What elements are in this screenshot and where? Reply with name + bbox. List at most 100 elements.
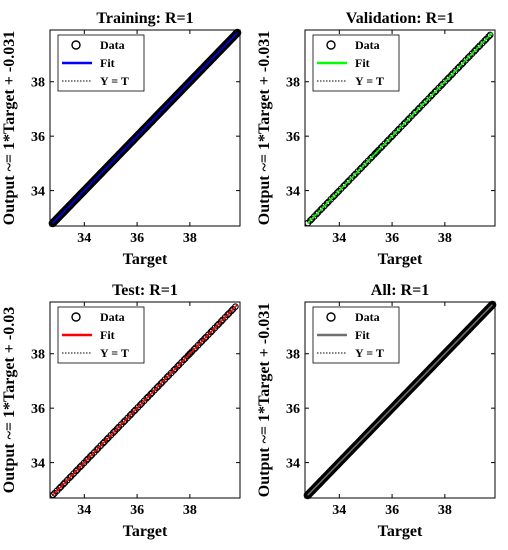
x-axis-label: Target: [123, 251, 168, 268]
legend-data-label: Data: [355, 38, 380, 52]
data-point: [458, 61, 466, 68]
data-point: [217, 318, 225, 325]
legend-yeqt-label: Y = T: [355, 346, 384, 360]
data-point: [49, 491, 57, 499]
y-axis-label: Output ~= 1*Target + -0.031: [256, 31, 273, 225]
x-axis-label: Target: [378, 523, 423, 540]
y-tick-label: 34: [286, 457, 300, 472]
legend: Data Fit Y = T: [312, 34, 400, 92]
data-point: [72, 467, 80, 475]
data-point: [486, 31, 494, 39]
data-point: [367, 155, 374, 162]
data-point: [475, 43, 482, 51]
data-point: [163, 373, 171, 381]
legend-fit-label: Fit: [100, 328, 115, 342]
legend-data-marker: [71, 40, 81, 50]
data-point: [186, 349, 194, 357]
data-point: [232, 303, 239, 311]
data-point: [99, 439, 107, 447]
x-tick-label: 38: [438, 503, 452, 518]
plot-frame: [49, 29, 241, 227]
data-point: [174, 363, 181, 370]
x-tick-label: 34: [332, 503, 346, 518]
x-tick-label: 36: [130, 231, 144, 246]
panel-title: Validation: R=1: [346, 10, 455, 27]
data-point: [394, 127, 401, 134]
panel-title: Training: R=1: [96, 10, 193, 27]
y-axis-label: Output ~= 1*Target + -0.031: [1, 31, 18, 225]
data-point: [383, 137, 391, 145]
x-tick-label: 38: [183, 503, 197, 518]
data-point: [109, 429, 117, 437]
data-point: [103, 435, 111, 443]
fit-line: [307, 32, 493, 224]
data-point: [157, 380, 165, 387]
data-point: [431, 88, 439, 96]
data-point: [228, 307, 235, 315]
legend-data-label: Data: [100, 38, 125, 52]
y-tick-label: 36: [286, 130, 300, 145]
legend: Data Fit Y = T: [57, 34, 145, 92]
data-point: [170, 367, 177, 374]
data-markers: [304, 31, 494, 227]
plot-frame: [304, 29, 496, 227]
data-point: [485, 33, 492, 40]
data-point: [377, 144, 385, 152]
data-point: [306, 217, 314, 224]
plot-frame: [304, 301, 496, 499]
panel-test: Test: R=1 34 36 38 34 36 38 Target Outpu…: [1, 282, 241, 540]
legend-yeqt-label: Y = T: [100, 346, 129, 360]
data-point: [427, 92, 435, 100]
legend-yeqt-label: Y = T: [355, 74, 384, 88]
data-point: [329, 193, 337, 201]
x-tick-label: 38: [183, 231, 197, 246]
data-point: [113, 425, 121, 432]
legend-fit-label: Fit: [355, 328, 370, 342]
data-point: [488, 300, 497, 309]
legend-yeqt-label: Y = T: [100, 74, 129, 88]
panel-title: Test: R=1: [112, 282, 178, 299]
data-point: [340, 182, 347, 190]
x-tick-label: 36: [385, 231, 399, 246]
data-point: [120, 418, 127, 426]
data-point: [201, 335, 208, 342]
data-point: [86, 453, 94, 460]
x-tick-label: 38: [438, 231, 452, 246]
data-point: [471, 47, 478, 55]
y-tick-label: 34: [31, 185, 45, 200]
data-point: [344, 178, 351, 186]
data-point: [444, 75, 451, 83]
data-point: [197, 339, 204, 347]
data-point: [76, 463, 84, 471]
data-point: [410, 110, 418, 117]
data-point: [143, 394, 151, 402]
y-tick-label: 38: [286, 76, 300, 91]
x-tick-label: 34: [332, 231, 346, 246]
x-axis-label: Target: [378, 251, 423, 268]
y-tick-label: 38: [31, 348, 45, 363]
fit-line: [52, 304, 238, 496]
legend-data-label: Data: [100, 310, 125, 324]
y-axis-label: Output ~= 1*Target + -0.031: [256, 303, 273, 497]
data-point: [60, 480, 67, 488]
data-point: [350, 172, 358, 179]
legend-fit-label: Fit: [100, 56, 115, 70]
panel-title: All: R=1: [371, 282, 429, 299]
legend: Data Fit Y = T: [57, 306, 145, 364]
legend-data-marker: [71, 312, 81, 322]
data-point: [224, 311, 231, 319]
y-axis-label: Output ~= 1*Target + -0.03: [1, 307, 18, 493]
data-point: [233, 28, 242, 37]
x-axis-label: Target: [123, 523, 168, 540]
x-tick-label: 36: [385, 503, 399, 518]
y-tick-label: 34: [286, 185, 300, 200]
data-point: [136, 401, 144, 409]
y-tick-label: 38: [286, 348, 300, 363]
data-point: [404, 116, 412, 124]
legend-data-marker: [326, 312, 336, 322]
data-point: [464, 54, 472, 62]
panel-validation: Validation: R=1 34 36 38 34 36 38 Target…: [256, 10, 496, 268]
data-point: [356, 165, 364, 173]
data-markers: [48, 28, 242, 228]
